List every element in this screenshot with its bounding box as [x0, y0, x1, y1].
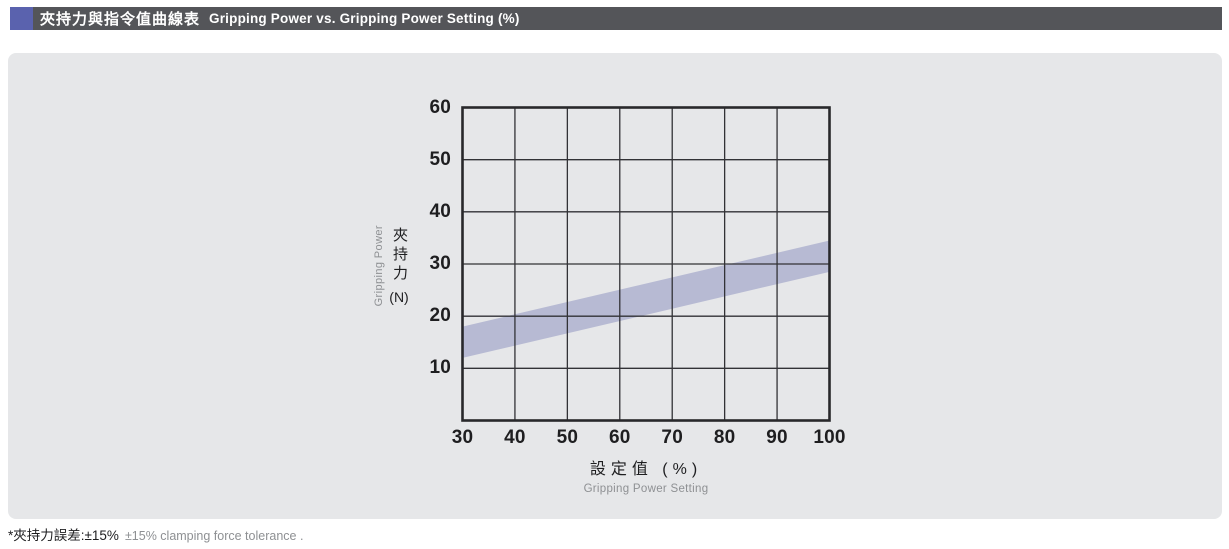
section-title-en: Gripping Power vs. Gripping Power Settin… [209, 11, 520, 26]
tolerance-band [462, 240, 830, 358]
section-header: 夾持力與指令值曲線表 Gripping Power vs. Gripping P… [10, 7, 1222, 30]
y-axis-label-zh-group: 夾持力 (N) [389, 227, 409, 305]
y-axis-label-zh: 夾持力 [391, 227, 408, 284]
section-title-zh: 夾持力與指令值曲線表 [40, 11, 201, 28]
footnote-zh: *夾持力誤差:±15% [8, 528, 119, 543]
footnote-en: ±15% clamping force tolerance . [124, 529, 304, 543]
x-axis-title: 設定值 (%) Gripping Power Setting [495, 455, 797, 495]
chart-panel [8, 53, 1222, 519]
x-axis-label-zh: 設定值 (%) [589, 461, 703, 478]
header-accent-square [10, 7, 33, 30]
plot-border [461, 106, 831, 422]
gripping-power-chart [461, 106, 831, 422]
x-axis-label-en: Gripping Power Setting [583, 483, 709, 495]
y-axis-unit: (N) [389, 289, 409, 305]
y-axis-title: Gripping Power 夾持力 (N) [373, 220, 409, 312]
tolerance-footnote: *夾持力誤差:±15% ±15% clamping force tolerance… [8, 524, 303, 545]
y-axis-label-en: Gripping Power [373, 225, 385, 307]
